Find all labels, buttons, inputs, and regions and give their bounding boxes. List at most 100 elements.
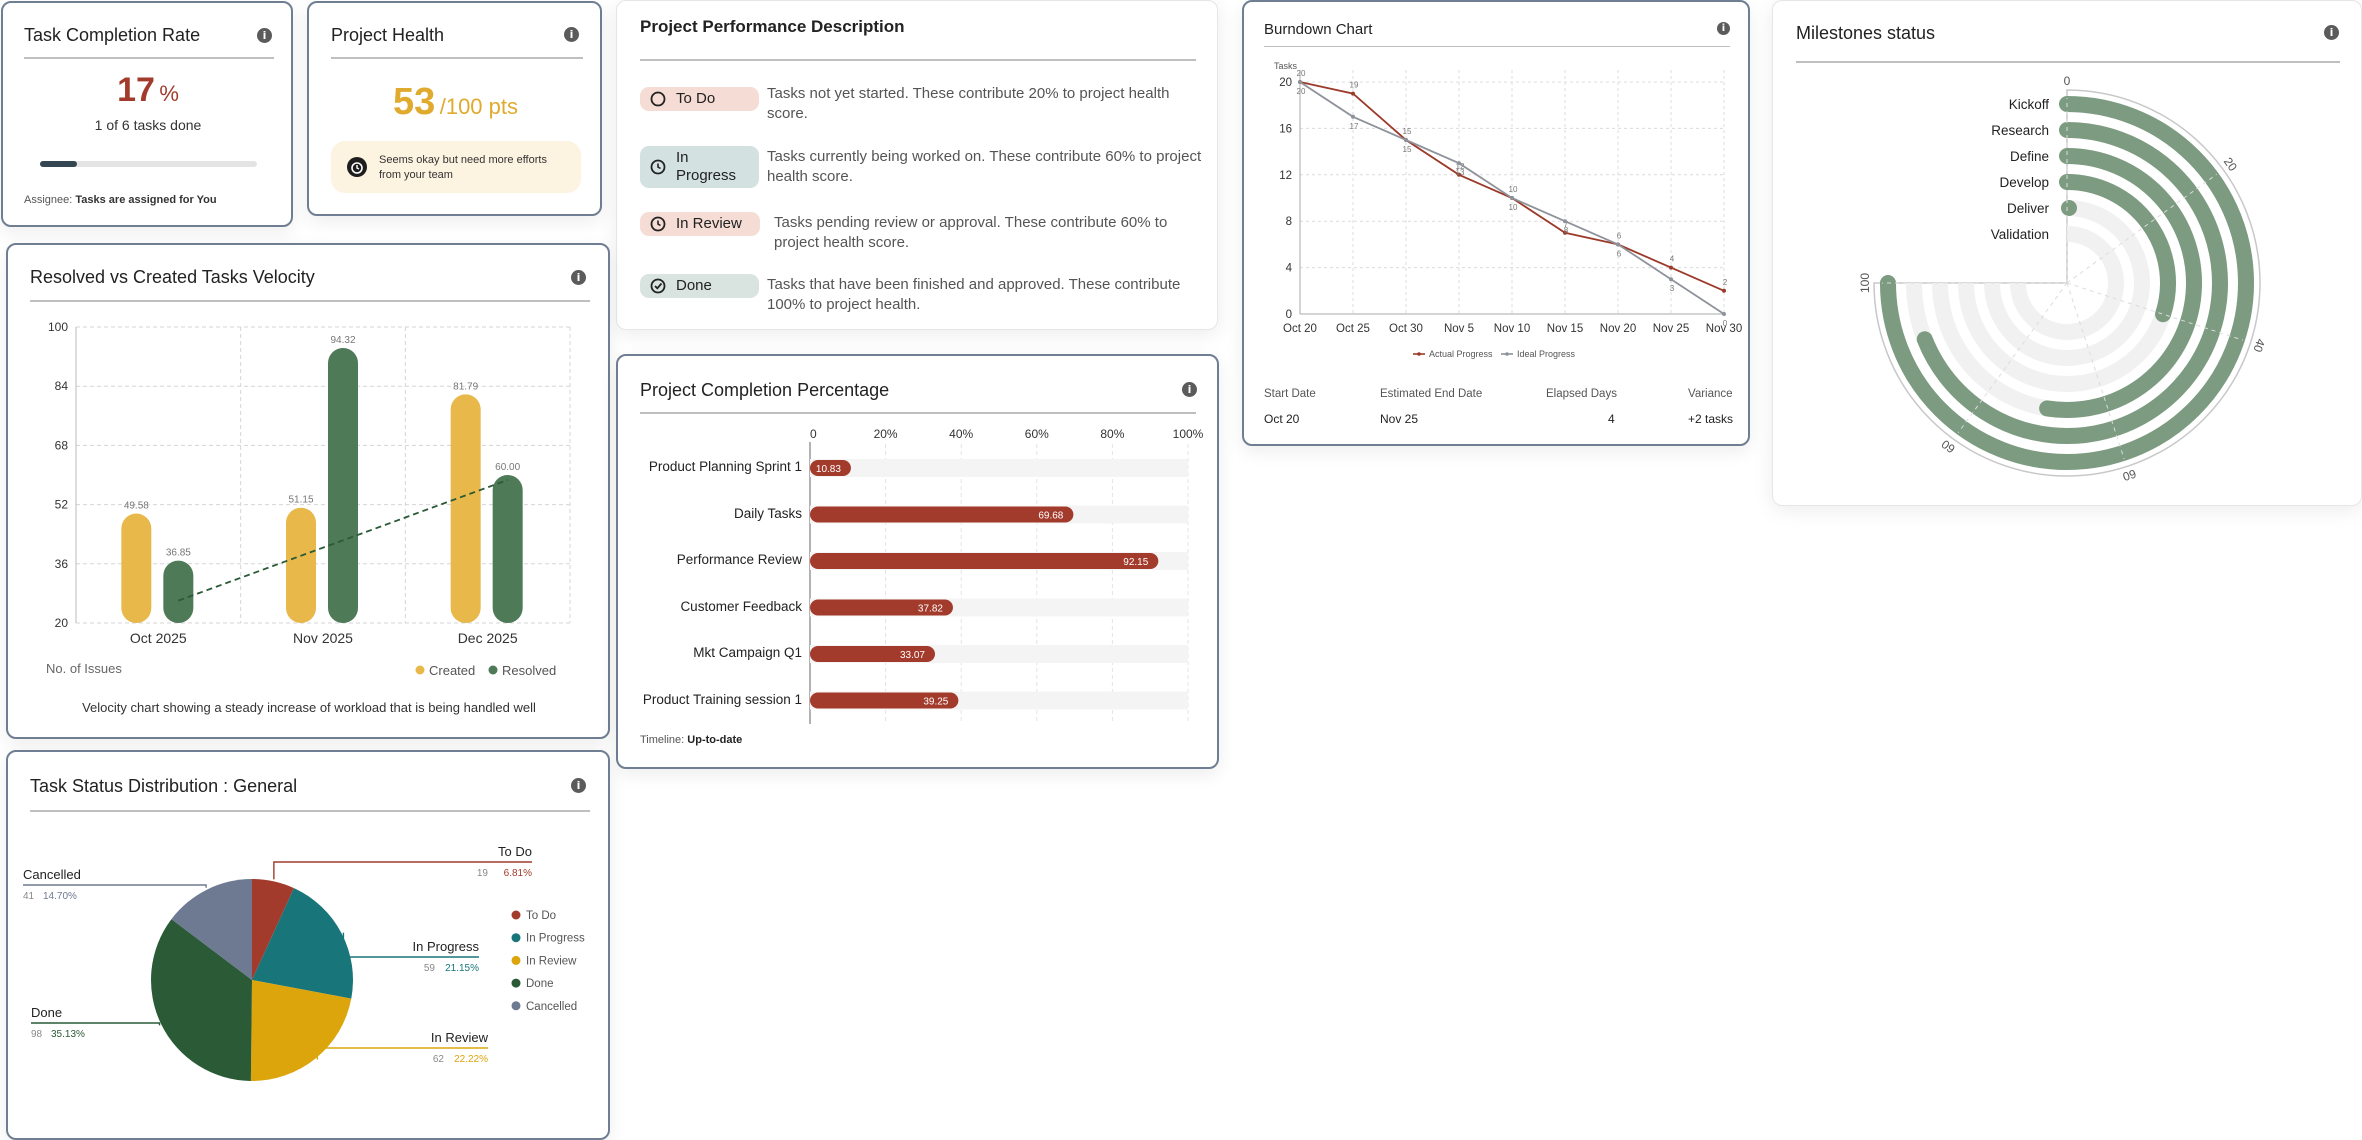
point-label: 20 bbox=[1297, 69, 1306, 78]
milestone-bar bbox=[1880, 96, 2254, 470]
task-completion-title: Task Completion Rate bbox=[24, 25, 201, 45]
callout-count: 62 bbox=[433, 1054, 445, 1065]
point-label: 12 bbox=[1456, 162, 1465, 171]
callout-count: 98 bbox=[31, 1029, 43, 1040]
data-point bbox=[1351, 114, 1355, 119]
meta-value: 4 bbox=[1608, 412, 1615, 426]
meta-value: Nov 25 bbox=[1380, 412, 1419, 426]
ring-track bbox=[2010, 226, 2124, 340]
alarm-clock-icon bbox=[347, 157, 367, 177]
category-label: Customer Feedback bbox=[680, 598, 802, 614]
milestones-title: Milestones status bbox=[1796, 23, 1936, 43]
legend-label: In Progress bbox=[526, 933, 585, 945]
legend-marker bbox=[1505, 352, 1509, 356]
info-icon[interactable]: i bbox=[564, 27, 579, 42]
meta-value: +2 tasks bbox=[1688, 412, 1734, 426]
legend-label: In Review bbox=[526, 955, 577, 967]
axis-tick-label: 40 bbox=[2250, 337, 2268, 354]
legend-marker bbox=[1417, 352, 1421, 356]
x-tick-label: Oct 20 bbox=[1283, 323, 1317, 335]
completion-subtitle: 1 of 6 tasks done bbox=[94, 117, 202, 133]
value-label: 39.25 bbox=[923, 697, 948, 708]
assignee-line: Assignee: Tasks are assigned for You bbox=[24, 194, 217, 206]
value-label: 10.83 bbox=[816, 464, 841, 475]
created-bar bbox=[286, 507, 316, 623]
meta-header: Elapsed Days bbox=[1546, 388, 1617, 400]
x-tick-label: Nov 20 bbox=[1600, 323, 1636, 335]
status-pill-label: Done bbox=[676, 277, 712, 294]
status-pill-done: Done bbox=[640, 274, 759, 298]
bar-track bbox=[810, 459, 1188, 477]
x-tick-label: Nov 10 bbox=[1494, 323, 1530, 335]
callout-percent: 35.13% bbox=[51, 1029, 85, 1040]
value-label: 37.82 bbox=[918, 604, 943, 615]
data-point bbox=[1351, 91, 1355, 96]
health-message: Seems okay but need more efforts from yo… bbox=[379, 154, 547, 181]
legend-label: Done bbox=[526, 978, 554, 990]
info-icon[interactable]: i bbox=[257, 28, 272, 43]
callout-line bbox=[31, 1022, 161, 1026]
category-label: Product Planning Sprint 1 bbox=[648, 459, 802, 474]
axis-tick-label: 0 bbox=[2064, 74, 2071, 88]
health-message-box: Seems okay but need more efforts from yo… bbox=[331, 141, 581, 193]
data-point bbox=[1722, 288, 1726, 293]
y-tick-label: 68 bbox=[55, 438, 69, 452]
info-icon[interactable]: i bbox=[1182, 382, 1197, 397]
x-tick-label: Dec 2025 bbox=[458, 630, 518, 646]
legend-swatch bbox=[415, 665, 425, 675]
clock-icon bbox=[650, 216, 666, 232]
status-distribution-title: Task Status Distribution : General bbox=[30, 776, 298, 796]
pie-slice bbox=[252, 888, 354, 999]
value-label: 33.07 bbox=[900, 650, 925, 661]
y-tick-label: 36 bbox=[55, 557, 69, 571]
callout-label: In Progress bbox=[413, 939, 480, 954]
meta-header: Estimated End Date bbox=[1380, 388, 1483, 400]
velocity-y-caption: No. of Issues bbox=[46, 661, 122, 676]
velocity-chart: 100 84 68 52 36 20 49.58 36.85 Oct 2025 51.15 94.3… bbox=[48, 320, 571, 678]
status-description: Tasks that have been finished and approv… bbox=[767, 276, 1181, 313]
timeline-label: Timeline: bbox=[640, 734, 685, 746]
y-tick-label: 52 bbox=[55, 498, 69, 512]
data-point bbox=[1298, 80, 1302, 84]
pie-slice bbox=[252, 879, 294, 980]
value-label: 51.15 bbox=[288, 495, 313, 506]
point-label: 2 bbox=[1723, 278, 1728, 287]
callout-percent: 6.81% bbox=[504, 868, 532, 879]
milestone-bar bbox=[1916, 122, 2228, 444]
completion-bar bbox=[810, 692, 959, 709]
point-label: 15 bbox=[1403, 145, 1412, 154]
meta-value: Oct 20 bbox=[1264, 412, 1300, 426]
data-point bbox=[1563, 230, 1567, 235]
info-icon[interactable]: i bbox=[571, 270, 586, 285]
y-tick-label: 84 bbox=[55, 379, 69, 393]
y-tick-label: 4 bbox=[1286, 263, 1293, 275]
velocity-title: Resolved vs Created Tasks Velocity bbox=[30, 267, 315, 287]
x-tick-label: Oct 2025 bbox=[130, 630, 187, 646]
callout-line bbox=[342, 932, 479, 958]
x-tick-label: 20% bbox=[874, 427, 898, 441]
value-label: 69.68 bbox=[1038, 511, 1063, 522]
status-description: Tasks currently being worked on. These c… bbox=[767, 148, 1202, 185]
callout-line bbox=[273, 861, 532, 880]
timeline-value: Up-to-date bbox=[687, 734, 743, 746]
status-pie-chart: To Do 6.81% 19 In Progress 21.15% 59 In Review… bbox=[23, 844, 585, 1081]
info-icon[interactable]: i bbox=[1717, 22, 1730, 35]
timeline-line: Timeline: Up-to-date bbox=[640, 734, 742, 746]
title-divider bbox=[1796, 61, 2340, 63]
milestone-label: Define bbox=[2010, 149, 2049, 164]
x-tick-label: Nov 5 bbox=[1444, 323, 1474, 335]
x-tick-label: Nov 15 bbox=[1547, 323, 1583, 335]
health-score-value: 53 bbox=[392, 81, 436, 123]
data-point bbox=[1722, 312, 1726, 316]
point-label: 15 bbox=[1403, 127, 1412, 136]
resolved-bar bbox=[492, 475, 523, 623]
value-label: 60.00 bbox=[495, 462, 520, 473]
milestones-radial-chart: Kickoff Research Define Develop Deliver Valid… bbox=[1858, 74, 2268, 484]
point-label: 0 bbox=[1723, 319, 1728, 328]
info-icon[interactable]: i bbox=[2324, 25, 2339, 40]
info-icon[interactable]: i bbox=[571, 778, 586, 793]
point-label: 10 bbox=[1509, 203, 1518, 212]
title-divider bbox=[640, 412, 1196, 414]
title-divider bbox=[24, 57, 274, 59]
status-pill-in-review: In Review bbox=[640, 212, 760, 236]
